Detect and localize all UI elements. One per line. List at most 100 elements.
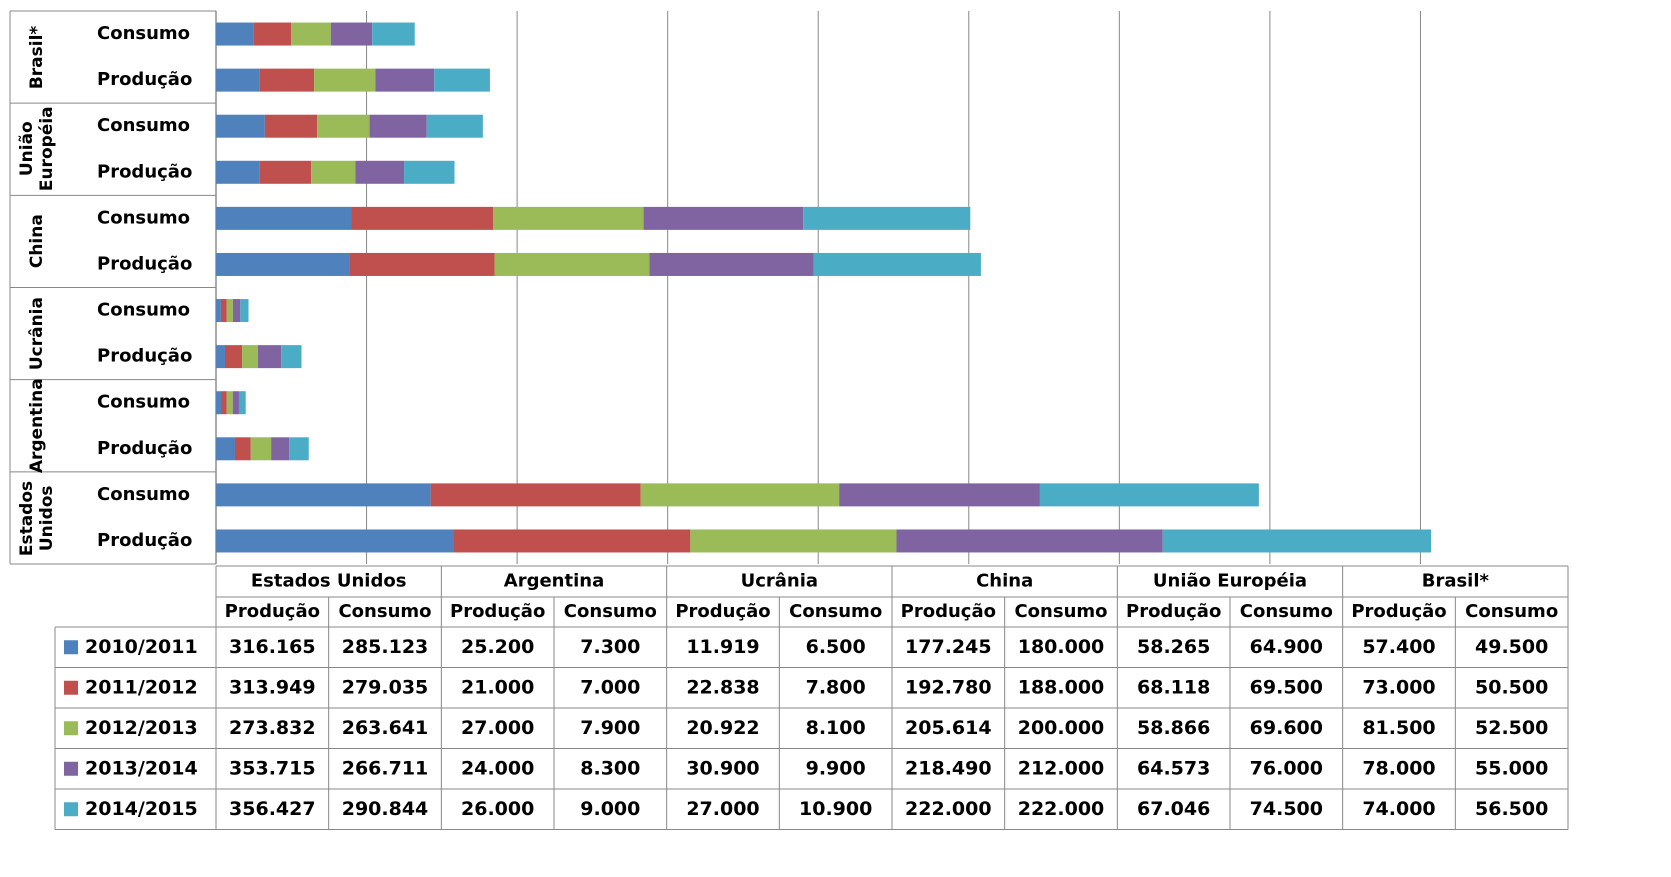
bar-segment [216, 483, 431, 507]
table-value: 266.711 [342, 757, 429, 779]
bar-segment [493, 206, 644, 230]
table-header: Produção [1126, 601, 1221, 622]
category-label: Consumo [97, 300, 190, 321]
table-value: 27.000 [461, 717, 534, 739]
bar-segment [226, 299, 233, 323]
bar-segment [216, 345, 225, 369]
table-header: Consumo [1465, 601, 1558, 622]
table-header: Produção [1351, 601, 1446, 622]
bar-segment [896, 529, 1163, 553]
bar-segment [271, 437, 290, 461]
legend-label: 2010/2011 [85, 636, 198, 658]
bar-segment [281, 345, 302, 369]
bar-segment [232, 299, 241, 323]
legend-swatch [64, 680, 78, 695]
table-value: 7.800 [806, 676, 866, 698]
bar-segment [234, 437, 251, 461]
table-header: Produção [901, 601, 996, 622]
table-value: 200.000 [1018, 717, 1105, 739]
category-label: Produção [97, 346, 192, 367]
bar-segment [372, 22, 415, 46]
category-label: Produção [97, 438, 192, 459]
bar-segment [259, 160, 312, 184]
bar-segment [349, 252, 495, 276]
group-label: Estados Unidos [17, 480, 57, 556]
table-value: 218.490 [905, 757, 992, 779]
bar-segment [494, 252, 650, 276]
bar-segment [216, 160, 260, 184]
table-header: Consumo [564, 601, 657, 622]
table-value: 26.000 [461, 798, 534, 820]
bar-segment [216, 252, 350, 276]
table-value: 25.200 [461, 636, 534, 658]
bar-segment [351, 206, 494, 230]
category-label: Consumo [97, 207, 190, 228]
table-value: 56.500 [1475, 798, 1548, 820]
group-label: Argentina [27, 378, 47, 474]
bar-segment [216, 391, 222, 415]
table-header: Produção [675, 601, 770, 622]
category-label: Consumo [97, 115, 190, 136]
table-value: 68.118 [1137, 676, 1210, 698]
bar-segment [291, 22, 331, 46]
table-value: 222.000 [1018, 798, 1105, 820]
bar-segment [1039, 483, 1259, 507]
bar-segment [253, 22, 292, 46]
bar-segment [355, 160, 405, 184]
table-value: 67.046 [1137, 798, 1210, 820]
table-value: 22.838 [686, 676, 759, 698]
table-value: 263.641 [342, 717, 429, 739]
bar-segment [813, 252, 981, 276]
table-value: 74.000 [1362, 798, 1435, 820]
table-value: 50.500 [1475, 676, 1548, 698]
table-header: Consumo [1014, 601, 1107, 622]
table-value: 188.000 [1018, 676, 1105, 698]
bar-segment [317, 114, 370, 138]
table-value: 192.780 [905, 676, 992, 698]
table-value: 78.000 [1362, 757, 1435, 779]
category-label: Produção [97, 69, 192, 90]
table-value: 7.300 [580, 636, 640, 658]
bar-segment [454, 529, 691, 553]
bar-segment [216, 299, 221, 323]
table-value: 222.000 [905, 798, 992, 820]
table-value: 9.000 [580, 798, 640, 820]
bar-segment [221, 391, 227, 415]
legend-swatch [64, 721, 78, 736]
table-group-header: China [976, 571, 1033, 592]
table-value: 279.035 [342, 676, 429, 698]
bar-segment [404, 160, 455, 184]
table-value: 57.400 [1362, 636, 1435, 658]
table-value: 313.949 [229, 676, 316, 698]
bar-segment [250, 437, 272, 461]
table-group-header: Ucrânia [741, 571, 818, 592]
table-value: 55.000 [1475, 757, 1548, 779]
bar-segment [226, 391, 233, 415]
bar-segment [232, 391, 239, 415]
table-value: 73.000 [1362, 676, 1435, 698]
bar-segment [220, 299, 227, 323]
bar-segment [643, 206, 804, 230]
table-value: 64.573 [1137, 757, 1210, 779]
table-header: Produção [225, 601, 320, 622]
bar-segment [314, 68, 376, 92]
bar-segment [839, 483, 1040, 507]
table-group-header: Estados Unidos [251, 571, 407, 592]
table-value: 30.900 [686, 757, 759, 779]
legend-swatch [64, 802, 78, 817]
table-value: 24.000 [461, 757, 534, 779]
table-group-header: Brasil* [1422, 571, 1490, 592]
table-value: 76.000 [1250, 757, 1323, 779]
table-group-header: Argentina [504, 571, 604, 592]
bar-segment [289, 437, 309, 461]
table-header: Produção [450, 601, 545, 622]
table-value: 205.614 [905, 717, 992, 739]
bar-segment [803, 206, 971, 230]
table-value: 7.900 [580, 717, 640, 739]
bar-segment [216, 529, 455, 553]
table-value: 177.245 [905, 636, 992, 658]
table-value: 49.500 [1475, 636, 1548, 658]
legend-swatch [64, 761, 78, 776]
bar-segment [264, 114, 318, 138]
